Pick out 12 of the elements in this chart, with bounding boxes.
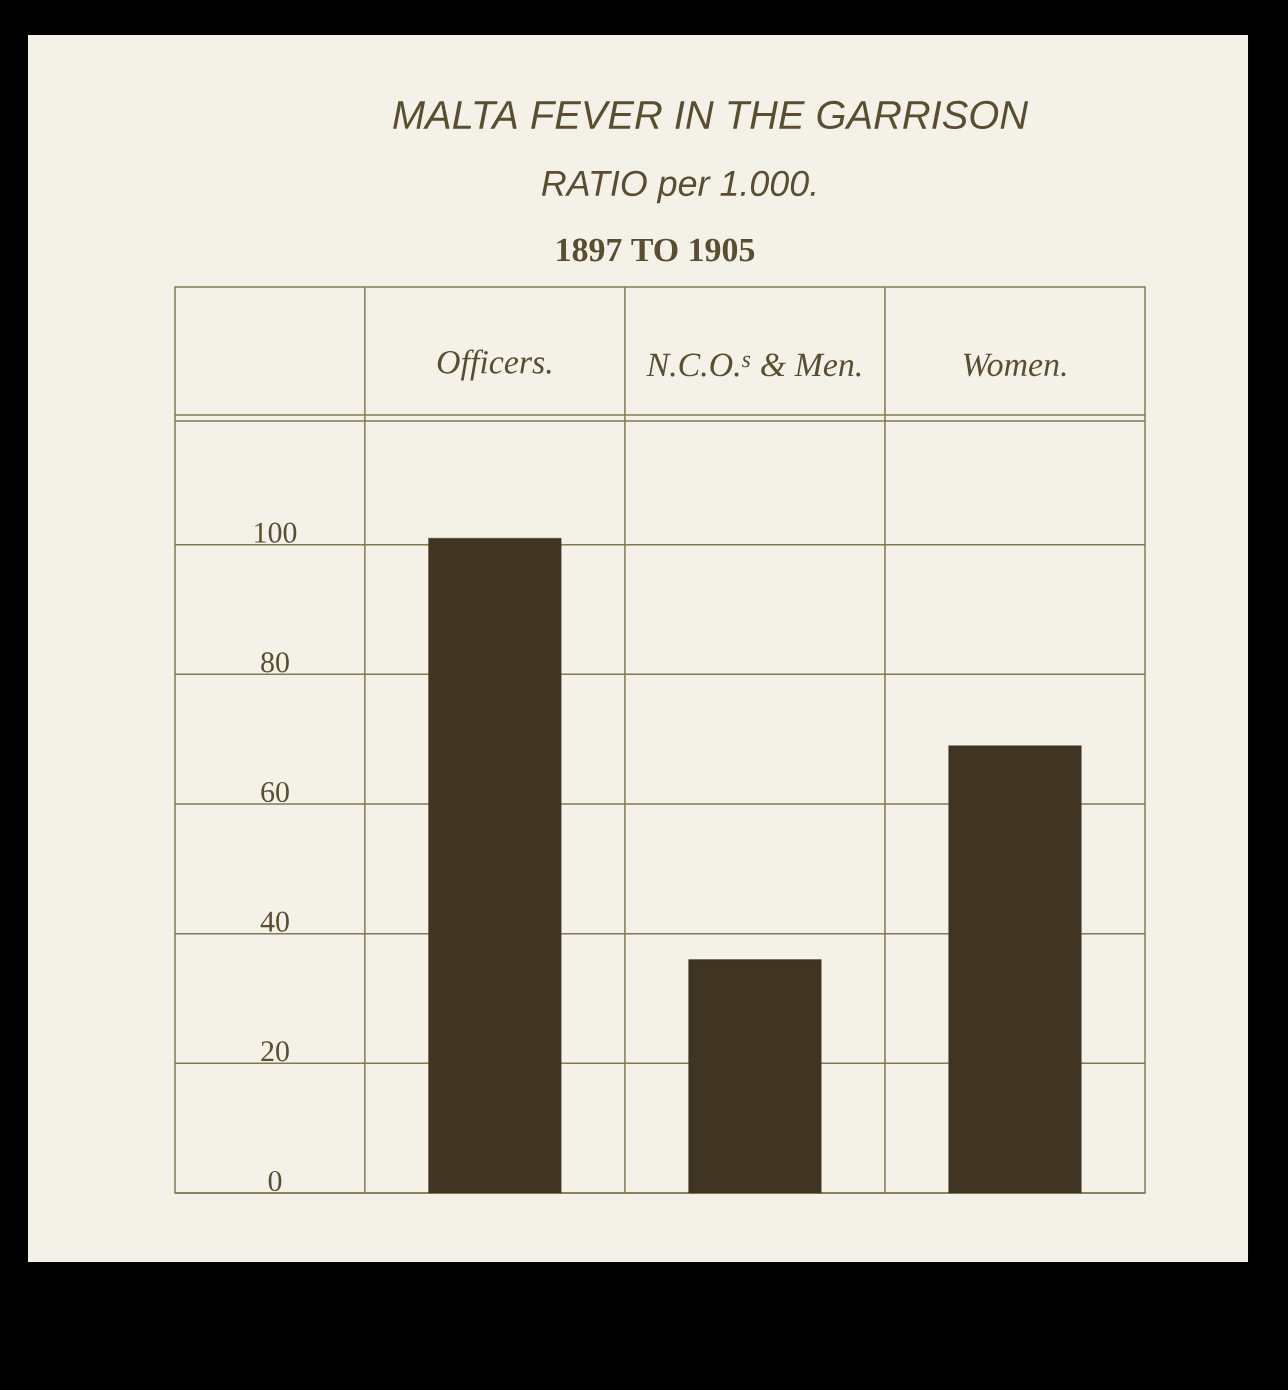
x-tick-label: Women. xyxy=(963,353,1066,377)
y-tick-label: 20 xyxy=(261,1041,289,1062)
text: 1897 TO 1905 xyxy=(557,238,755,262)
y-tick-label: 100 xyxy=(255,522,297,543)
y-tick-label: 0 xyxy=(268,1170,282,1192)
chart-subtitle: RATIO per 1.000. xyxy=(541,170,815,204)
y-tick-label: 60 xyxy=(261,781,289,803)
y-tick-label: 80 xyxy=(261,652,289,673)
chart-title: MALTA FEVER IN THE GARRISON xyxy=(393,100,1029,130)
y-tick-label: 40 xyxy=(260,911,289,932)
x-tick-label: N.C.O.$^{s}$ & Men. xyxy=(646,353,861,377)
x-tick-label: Officers. xyxy=(437,349,551,381)
